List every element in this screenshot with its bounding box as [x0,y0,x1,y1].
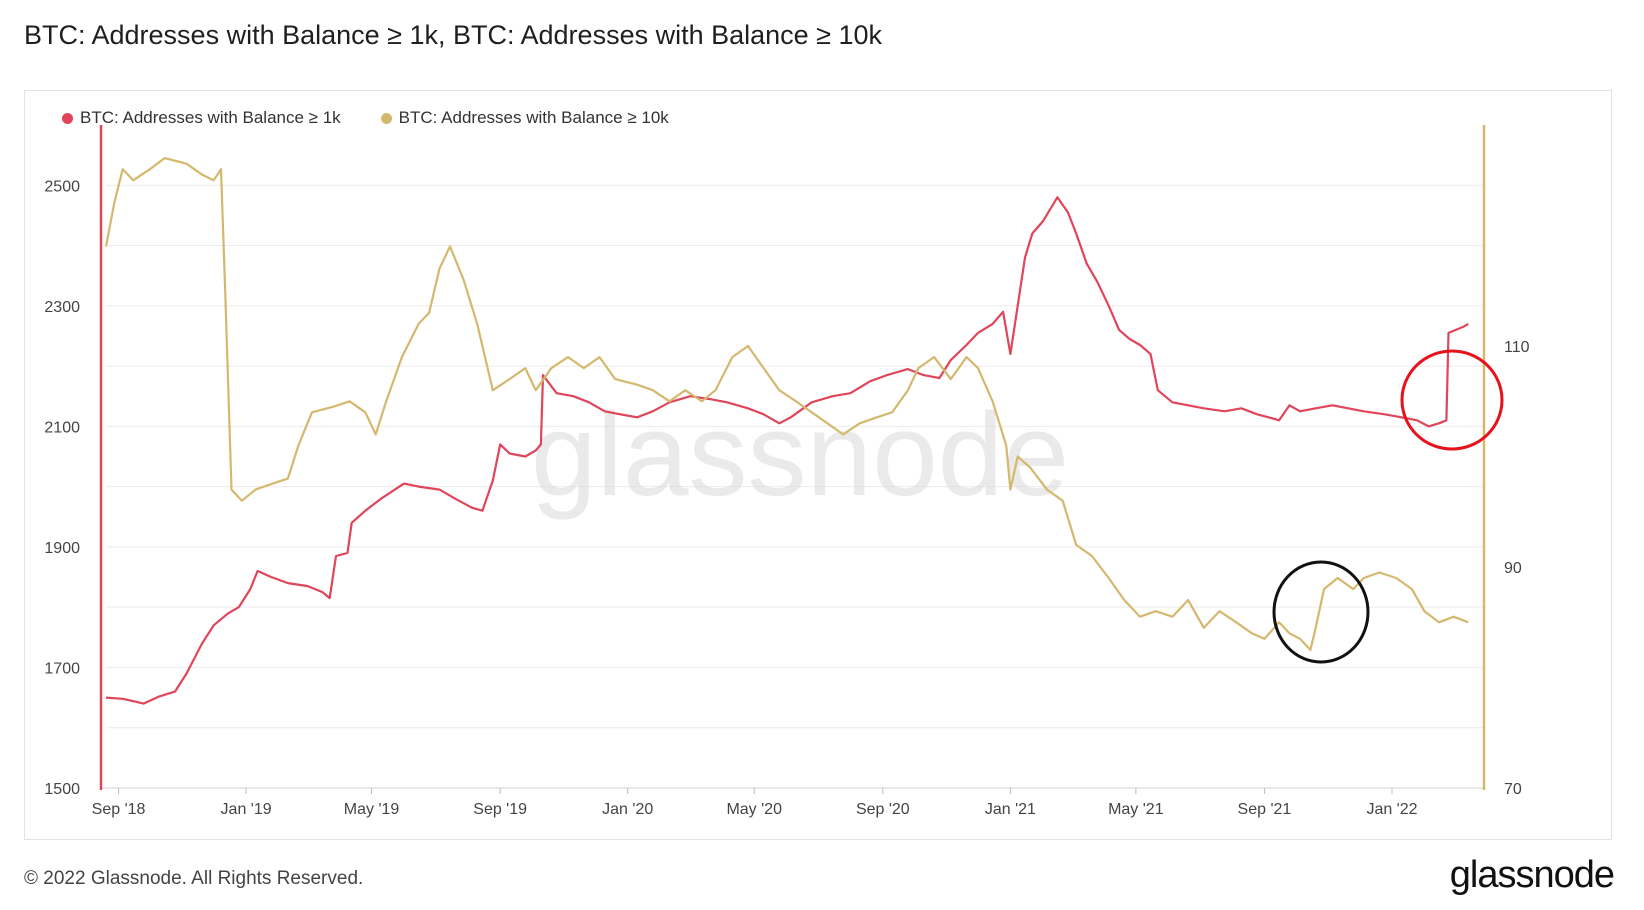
y-right-tick-label: 110 [1504,339,1530,356]
x-tick-label: Sep '20 [856,801,910,818]
y-left-tick-label: 2500 [44,178,80,195]
x-tick-label: Jan '19 [221,801,272,818]
x-tick-label: May '21 [1108,801,1164,818]
y-left-tick-label: 1700 [44,660,80,677]
legend-label-1k: BTC: Addresses with Balance ≥ 1k [80,108,341,127]
watermark-text: glassnode [531,389,1069,521]
y-left-tick-label: 2300 [44,299,80,316]
chart-title: BTC: Addresses with Balance ≥ 1k, BTC: A… [24,20,883,50]
legend-item-10k[interactable]: BTC: Addresses with Balance ≥ 10k [380,108,669,128]
copyright-text: © 2022 Glassnode. All Rights Reserved. [24,868,364,889]
legend-dot-10k-icon [380,112,392,124]
x-tick-label: Jan '21 [985,801,1036,818]
x-tick-label: Sep '21 [1238,801,1292,818]
legend-label-10k: BTC: Addresses with Balance ≥ 10k [398,108,669,127]
legend-item-1k[interactable]: BTC: Addresses with Balance ≥ 1k [62,108,341,128]
x-tick-label: Jan '22 [1366,801,1417,818]
x-tick-label: Jan '20 [602,801,653,818]
x-tick-label: Sep '19 [473,801,527,818]
y-left-tick-label: 1900 [44,540,80,557]
y-right-tick-label: 70 [1504,781,1522,798]
x-tick-label: Sep '18 [92,801,146,818]
y-right-tick-label: 90 [1504,560,1522,577]
series-line-1k [105,196,1469,705]
legend-dot-1k-icon [62,112,73,124]
y-left-tick-label: 2100 [44,419,80,436]
annotation-circle-red [1400,349,1504,451]
chart-frame [24,90,1612,840]
y-left-tick-label: 1500 [44,781,80,798]
x-tick-label: May '19 [344,801,400,818]
chart-legend: BTC: Addresses with Balance ≥ 1k BTC: Ad… [62,108,669,128]
annotation-circle-black [1272,560,1370,664]
x-tick-label: May '20 [726,801,782,818]
series-line-10k [104,157,1469,651]
glassnode-logo: glassnode [1449,854,1615,896]
